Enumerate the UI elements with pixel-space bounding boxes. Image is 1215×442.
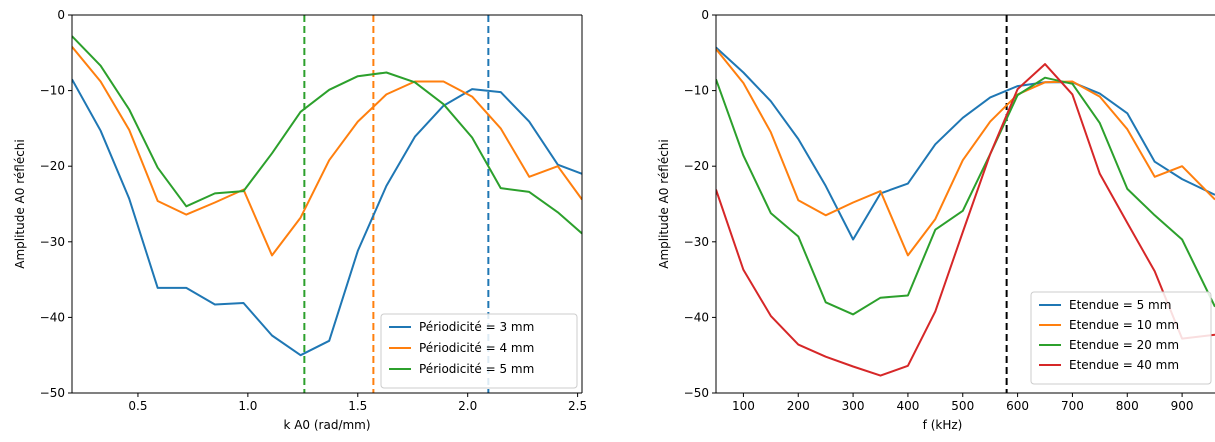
legend: Etendue = 5 mm Etendue = 10 mm Etendue = 2… [1030, 291, 1212, 385]
legend-label-0: Périodicité = 3 mm [419, 320, 534, 334]
x-tick-label: 2.0 [458, 399, 477, 413]
series-line-0 [716, 46, 1215, 241]
y-axis-label: Amplitude A0 réfléchi [657, 139, 671, 269]
series-line-2 [72, 35, 582, 235]
y-tick-label: −20 [684, 159, 709, 173]
legend-label-2: Périodicité = 5 mm [419, 362, 534, 376]
y-tick-label: −50 [40, 386, 65, 400]
x-tick-label: 700 [1061, 399, 1084, 413]
plot-area [716, 15, 1215, 393]
plot-area [72, 15, 582, 393]
x-tick-label: 0.5 [128, 399, 147, 413]
legend-label-1: Périodicité = 4 mm [419, 341, 534, 355]
right-chart: 100 200 300 400 500 600 700 800 900 −50 −40 −30 −20 −… [657, 8, 1215, 432]
y-tick-label: −20 [40, 159, 65, 173]
y-axis-label: Amplitude A0 réfléchi [13, 139, 27, 269]
x-tick-label: 600 [1006, 399, 1029, 413]
y-tick-label: −10 [684, 84, 709, 98]
legend-box [1030, 291, 1212, 385]
y-tick-label: −40 [684, 310, 709, 324]
legend-label-2: Etendue = 20 mm [1069, 338, 1179, 352]
series-line-3 [716, 63, 1215, 377]
x-tick-label: 400 [896, 399, 919, 413]
x-axis-label: f (kHz) [923, 418, 963, 432]
legend-label-0: Etendue = 5 mm [1069, 298, 1171, 312]
y-tick-label: −30 [684, 235, 709, 249]
x-tick-label: 200 [787, 399, 810, 413]
legend-box [380, 313, 578, 389]
left-chart: 0.5 1.0 1.5 2.0 2.5 −50 −40 −30 −20 −10 0 k A0 (rad… [13, 8, 587, 432]
x-tick-label: 500 [951, 399, 974, 413]
x-tick-label: 800 [1116, 399, 1139, 413]
y-tick-label: −40 [40, 310, 65, 324]
y-tick-label: −10 [40, 84, 65, 98]
legend-label-1: Etendue = 10 mm [1069, 318, 1179, 332]
y-tick-label: −30 [40, 235, 65, 249]
x-tick-label: 2.5 [568, 399, 587, 413]
x-axis-label: k A0 (rad/mm) [283, 418, 370, 432]
series-line-1 [72, 46, 582, 257]
series-line-0 [72, 78, 582, 357]
series-line-1 [716, 48, 1215, 257]
axes: 0.5 1.0 1.5 2.0 2.5 −50 −40 −30 −20 −10 0 k A0 (rad… [13, 8, 587, 432]
axes: 100 200 300 400 500 600 700 800 900 −50 −40 −30 −20 −… [657, 8, 1215, 432]
x-tick-label: 300 [842, 399, 865, 413]
x-tick-label: 1.5 [348, 399, 367, 413]
y-tick-label: 0 [57, 8, 65, 22]
x-tick-label: 900 [1171, 399, 1194, 413]
legend: Périodicité = 3 mm Périodicité = 4 mm Péri… [380, 313, 578, 389]
y-tick-label: −50 [684, 386, 709, 400]
y-tick-label: 0 [701, 8, 709, 22]
series-line-2 [716, 76, 1215, 316]
x-tick-label: 1.0 [238, 399, 257, 413]
x-tick-label: 100 [732, 399, 755, 413]
legend-label-3: Etendue = 40 mm [1069, 358, 1179, 372]
